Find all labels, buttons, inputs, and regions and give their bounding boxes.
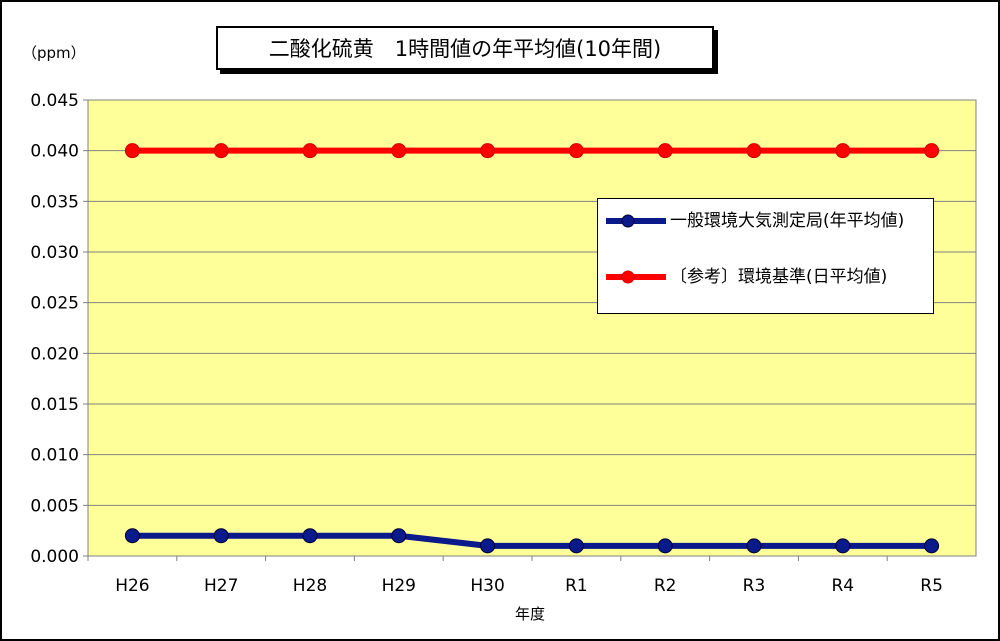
- x-tick-label: H26: [115, 576, 149, 596]
- data-point: [568, 143, 584, 159]
- y-tick-label: 0.015: [30, 395, 79, 415]
- x-tick-label: R1: [565, 576, 588, 596]
- y-tick-label: 0.025: [30, 294, 79, 314]
- y-tick-label: 0.035: [30, 192, 79, 212]
- data-point: [746, 143, 762, 159]
- y-tick-label: 0.020: [30, 344, 79, 364]
- data-point: [213, 528, 229, 544]
- data-point: [657, 143, 673, 159]
- data-point: [391, 143, 407, 159]
- legend-marker-standard: [606, 270, 666, 284]
- x-tick-label: R4: [831, 576, 854, 596]
- x-tick-label: R3: [743, 576, 766, 596]
- x-tick-labels: H26 H27 H28 H29 H30 R1 R2 R3 R4 R5: [87, 556, 943, 596]
- data-point: [124, 528, 140, 544]
- series-line-0: [132, 532, 932, 549]
- plot-area: [87, 99, 977, 557]
- series-lines: [124, 143, 940, 554]
- y-tick-labels: 0.000 0.005 0.010 0.015 0.020 0.025 0.030 0.035…: [30, 91, 79, 567]
- x-tick-label: R2: [654, 576, 677, 596]
- data-point: [391, 528, 407, 544]
- x-tick-label: H30: [470, 576, 504, 596]
- chart-title: 二酸化硫黄 1時間値の年平均値(10年間): [216, 26, 714, 70]
- data-point: [302, 143, 318, 159]
- data-point: [213, 143, 229, 159]
- y-tick-label: 0.010: [30, 446, 79, 466]
- y-tick-label: 0.040: [30, 142, 79, 162]
- data-point: [835, 143, 851, 159]
- legend-label-general: 一般環境大気測定局(年平均値): [670, 211, 905, 231]
- data-point: [835, 538, 851, 554]
- legend-label-standard: 〔参考〕環境基準(日平均値): [670, 267, 888, 287]
- data-point: [924, 538, 940, 554]
- data-point: [924, 143, 940, 159]
- legend-marker-general: [606, 214, 666, 228]
- y-tick-label: 0.045: [30, 91, 79, 111]
- x-tick-label: H27: [204, 576, 238, 596]
- data-point: [568, 538, 584, 554]
- data-point: [746, 538, 762, 554]
- data-point: [657, 538, 673, 554]
- y-tick-label: 0.030: [30, 243, 79, 263]
- y-axis-unit-label: （ppm）: [22, 44, 86, 62]
- data-point: [480, 538, 496, 554]
- data-point: [302, 528, 318, 544]
- x-tick-label: H29: [382, 576, 416, 596]
- x-axis-label: 年度: [514, 605, 545, 623]
- y-tick-label: 0.000: [30, 547, 79, 567]
- y-tick-label: 0.005: [30, 496, 79, 516]
- data-point: [480, 143, 496, 159]
- data-point: [124, 143, 140, 159]
- x-tick-label: R5: [920, 576, 943, 596]
- legend: 一般環境大気測定局(年平均値) 〔参考〕環境基準(日平均値): [597, 198, 934, 314]
- x-tick-label: H28: [293, 576, 327, 596]
